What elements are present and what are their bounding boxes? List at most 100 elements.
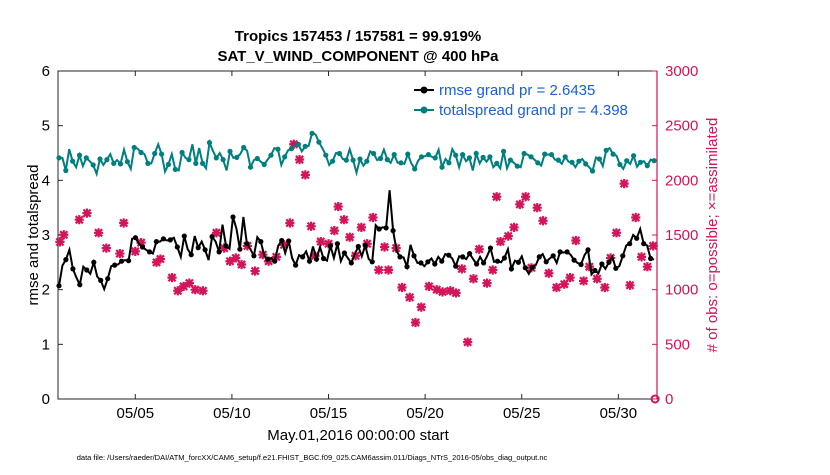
rmse-point <box>279 237 285 244</box>
y-left-tick-label: 4 <box>42 172 50 189</box>
obs-marker <box>333 201 343 212</box>
y-axis-right-label: # of obs: o=possible; ×=assimilated <box>704 118 721 353</box>
chart-title-line2: SAT_V_WIND_COMPONENT @ 400 hPa <box>217 48 499 65</box>
obs-marker <box>509 222 519 232</box>
x-axis: 05/05 05/10 05/15 05/20 05/25 05/30 <box>117 71 637 422</box>
rmse-point <box>306 258 313 264</box>
totalspread-point <box>336 150 342 157</box>
obs-marker <box>492 192 502 202</box>
rmse-point <box>515 259 522 265</box>
obs-marker <box>578 276 589 286</box>
obs-marker <box>184 278 194 288</box>
rmse-point <box>146 249 153 255</box>
obs-marker <box>532 203 542 213</box>
totalspread-point <box>384 157 390 163</box>
legend: rmse grand pr = 2.6435 totalspread grand… <box>408 77 648 123</box>
rmse-point <box>362 242 368 248</box>
rmse-point <box>223 243 229 249</box>
rmse-point <box>56 283 62 289</box>
obs-marker <box>350 251 361 261</box>
totalspread-point <box>295 141 301 147</box>
rmse-point <box>258 239 264 245</box>
totalspread-point <box>371 150 377 157</box>
rmse-point <box>188 252 194 258</box>
rmse-point <box>265 256 271 262</box>
rmse-point <box>272 258 278 264</box>
totalspread-point <box>152 150 158 157</box>
obs-marker <box>294 154 305 165</box>
rmse-point <box>237 246 243 252</box>
x-tick-label: 05/05 <box>117 405 155 422</box>
obs-marker <box>383 265 394 275</box>
totalspread-point <box>425 152 431 158</box>
obs-marker <box>82 208 92 218</box>
totalspread-point <box>624 158 630 164</box>
totalspread-point <box>555 157 561 163</box>
rmse-point <box>460 254 466 260</box>
rmse-point <box>195 245 201 251</box>
legend-rmse-marker <box>420 86 428 94</box>
rmse-point <box>578 261 584 268</box>
obs-marker <box>101 243 111 253</box>
totalspread-point <box>418 154 425 160</box>
totalspread-point <box>548 152 555 158</box>
obs-marker <box>424 281 434 291</box>
obs-marker <box>258 250 268 260</box>
totalspread-point <box>453 152 459 158</box>
totalspread-point <box>234 154 240 160</box>
totalspread-point <box>521 150 527 157</box>
obs-marker <box>250 266 260 276</box>
totalspread-point <box>172 166 178 172</box>
rmse-point <box>592 267 598 274</box>
obs-marker <box>219 243 229 253</box>
totalspread-point <box>405 151 411 157</box>
rmse-point <box>334 241 340 247</box>
totalspread-point <box>391 152 397 158</box>
totalspread-series <box>56 130 657 178</box>
obs-marker <box>468 274 479 284</box>
obs-marker <box>167 273 177 283</box>
rmse-point <box>599 261 605 267</box>
rmse-point <box>641 241 647 247</box>
obs-marker <box>136 238 146 248</box>
obs-marker <box>329 226 339 236</box>
totalspread-point <box>138 149 144 156</box>
totalspread-point <box>377 155 384 162</box>
x-tick-label: 05/20 <box>406 405 444 422</box>
data-file-footnote: data file: /Users/raeder/DAI/ATM_forcXX/… <box>77 453 548 462</box>
rmse-point <box>404 264 410 270</box>
rmse-point <box>397 254 403 260</box>
rmse-point <box>139 244 146 250</box>
totalspread-point <box>364 158 370 164</box>
totalspread-point <box>432 155 438 161</box>
totalspread-point <box>213 155 219 161</box>
totalspread-point <box>316 139 322 145</box>
rmse-point <box>564 249 570 255</box>
obs-marker <box>231 253 241 263</box>
rmse-point <box>84 267 90 273</box>
totalspread-point <box>220 157 226 163</box>
totalspread-point <box>473 150 479 157</box>
totalspread-point <box>186 157 192 163</box>
obs-marker <box>636 252 647 262</box>
totalspread-point <box>487 154 493 160</box>
rmse-point <box>202 247 208 253</box>
obs-marker <box>625 280 635 290</box>
obs-marker <box>600 282 610 293</box>
y-right-tick-label: 3000 <box>665 63 698 80</box>
obs-marker <box>416 302 426 312</box>
obs-marker <box>515 199 525 209</box>
totalspread-point <box>70 158 76 164</box>
y-axis-left-label: rmse and totalspread <box>25 165 42 306</box>
totalspread-point <box>446 160 452 166</box>
totalspread-point <box>275 146 281 152</box>
totalspread-point <box>610 151 616 157</box>
obs-marker <box>559 279 569 289</box>
rmse-point <box>606 259 612 265</box>
rmse-point <box>557 249 563 255</box>
rmse-point <box>369 259 375 265</box>
totalspread-point <box>562 154 568 160</box>
y-left-tick-label: 1 <box>42 336 50 353</box>
totalspread-point <box>617 161 623 168</box>
